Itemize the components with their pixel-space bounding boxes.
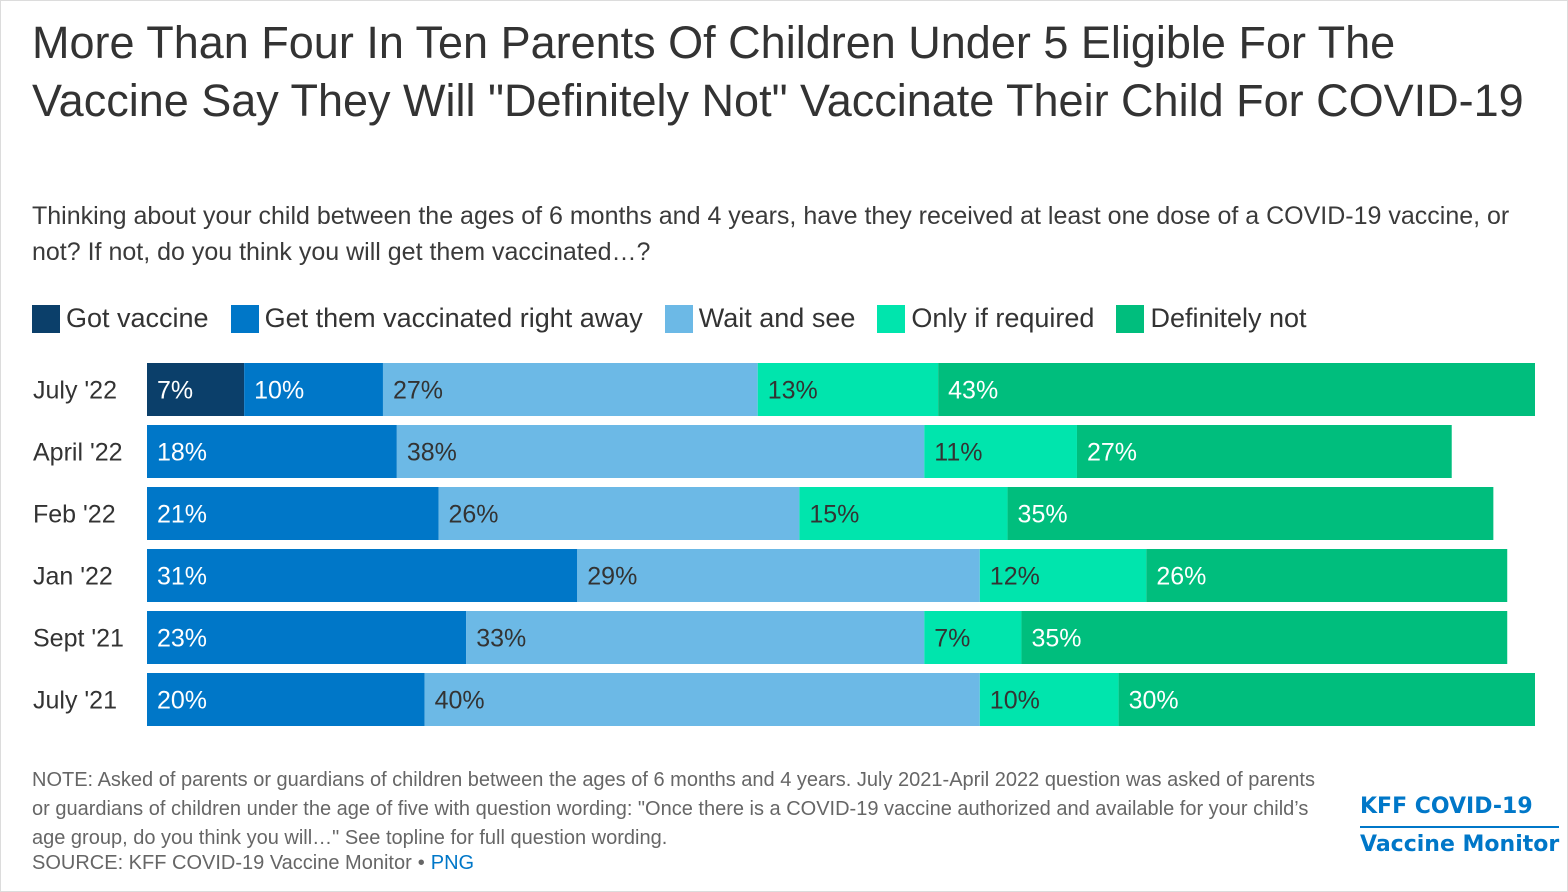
chart-title: More Than Four In Ten Parents Of Childre… [32,17,1524,126]
bar-segment [147,549,578,602]
bar-value-label: 12% [990,563,1040,591]
bar-value-label: 18% [157,439,207,467]
bar-segment [577,549,980,602]
logo-line-2: Vaccine Monitor [1360,832,1560,857]
bar-value-label: 29% [587,563,637,591]
bar-value-label: 27% [393,377,443,405]
bar-segment [147,673,425,726]
bar-segment [466,611,925,664]
bar-value-label: 43% [948,377,998,405]
legend-swatch [664,304,693,333]
bar-value-label: 31% [157,563,207,591]
bar-segment [1021,611,1508,664]
bar-value-label: 20% [157,687,207,715]
legend-swatch [1116,304,1145,333]
legend-item: Get them vaccinated right away [230,303,643,334]
bar-segment [1146,549,1508,602]
bar-value-label: 33% [476,625,526,653]
logo-line-1: KFF COVID-19 [1360,790,1560,828]
source-separator: • [417,852,425,874]
bar-value-label: 7% [934,625,970,653]
legend-label: Get them vaccinated right away [264,303,643,333]
bar-segment [382,363,758,416]
bar-segment [1118,673,1535,726]
stacked-bar-chart: July '22 7% 10% 27% 13% 43% April '22 18% 38% 11%… [33,363,1535,726]
bar-value-label: 27% [1087,439,1137,467]
bar-value-label: 13% [768,377,818,405]
bar-value-label: 23% [157,625,207,653]
row-label: Feb '22 [33,501,116,529]
legend-label: Wait and see [698,303,856,333]
row-label: Jan '22 [33,563,113,591]
bar-segment [424,673,980,726]
chart-source: SOURCE: KFF COVID-19 Vaccine Monitor • PNG [32,852,474,875]
bar-value-label: 11% [934,439,982,467]
bar-value-label: 26% [1156,563,1206,591]
bar-value-label: 40% [435,687,485,715]
source-text: SOURCE: KFF COVID-19 Vaccine Monitor [32,852,412,874]
bar-segment [924,611,1022,664]
bar-segment [979,673,1119,726]
row-label: July '21 [33,687,117,715]
kff-logo: KFF COVID-19 Vaccine Monitor [1360,790,1560,862]
row-label: April '22 [33,439,123,467]
bar-segment [147,425,397,478]
chart-subtitle: Thinking about your child between the ag… [32,202,1510,266]
bar-value-label: 30% [1129,687,1179,715]
bar-segment [147,363,245,416]
bar-segment [147,487,439,540]
bar-value-label: 38% [407,439,457,467]
bar-value-label: 15% [809,501,859,529]
legend-label: Got vaccine [66,303,209,333]
bar-segment [924,425,1077,478]
chart-note: NOTE: Asked of parents or guardians of c… [32,769,1315,849]
bar-segment [147,611,467,664]
row-label: Sept '21 [33,625,124,653]
legend-label: Only if required [911,303,1095,333]
bar-segment [938,363,1535,416]
legend: Got vaccine Get them vaccinated right awa… [32,303,1329,334]
bar-segment [799,487,1008,540]
bar-value-label: 7% [157,377,193,405]
bar-value-label: 35% [1031,625,1081,653]
legend-swatch [877,304,906,333]
bar-value-label: 10% [990,687,1040,715]
bar-segment [244,363,383,416]
bar-segment [438,487,800,540]
bar-segment [979,549,1147,602]
legend-item: Definitely not [1116,303,1307,334]
bar-value-label: 26% [448,501,498,529]
bar-value-label: 10% [254,377,304,405]
legend-item: Got vaccine [32,303,209,334]
bar-value-label: 21% [157,501,207,529]
legend-label: Definitely not [1150,303,1307,333]
legend-item: Wait and see [664,303,856,334]
legend-swatch [230,304,259,333]
bar-segment [396,425,925,478]
legend-item: Only if required [877,303,1094,334]
legend-swatch [32,304,60,333]
bar-segment [1076,425,1452,478]
bar-value-label: 35% [1018,501,1068,529]
png-download-link[interactable]: PNG [430,852,475,874]
row-label: July '22 [33,377,117,405]
bar-segment [1007,487,1494,540]
bar-segment [757,363,939,416]
